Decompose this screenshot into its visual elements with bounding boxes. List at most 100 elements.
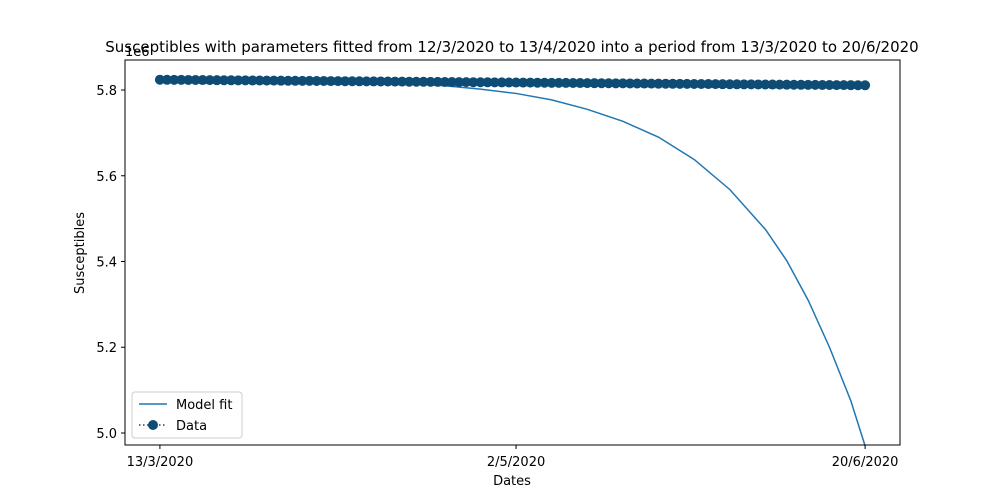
y-tick-label: 5.8 [96, 84, 117, 99]
data-point [454, 77, 465, 88]
data-point [190, 75, 201, 85]
data-point [361, 76, 372, 87]
data-point [803, 79, 814, 90]
data-point [389, 76, 400, 87]
data-point [845, 80, 856, 91]
data-point [582, 78, 593, 89]
y-axis-offset-label: 1e6 [125, 45, 150, 60]
data-point [852, 80, 863, 91]
x-axis-label: Dates [493, 474, 531, 489]
data-point [276, 75, 286, 86]
data-point [532, 77, 543, 88]
data-point [197, 75, 208, 86]
data-point [211, 75, 222, 86]
data-point [368, 76, 379, 87]
data-point [625, 78, 636, 89]
x-tick-label: 2/5/2020 [487, 455, 545, 470]
data-point [703, 79, 714, 90]
data-point [603, 78, 614, 89]
data-point [290, 75, 301, 86]
data-point [489, 77, 500, 88]
data-point [219, 75, 230, 86]
data-point [568, 77, 579, 88]
data-point [717, 79, 728, 90]
data-point [297, 75, 308, 86]
data-point [710, 79, 721, 90]
data-point [439, 76, 450, 87]
data-point [838, 80, 849, 91]
x-tick-label: 20/6/2020 [832, 455, 899, 470]
legend: Model fit Data [131, 391, 243, 439]
data-point [617, 78, 628, 89]
data-point [781, 79, 792, 90]
data-point [682, 78, 693, 89]
data-point [283, 75, 294, 86]
data-point [696, 79, 707, 89]
data-point [325, 76, 336, 87]
data-point [382, 76, 393, 87]
data-point [261, 75, 272, 86]
data-point [753, 79, 764, 90]
data-point [425, 76, 436, 87]
y-tick-label: 5.6 [96, 170, 117, 185]
data-point [154, 74, 165, 85]
data-point [511, 77, 522, 88]
data-point [446, 77, 457, 88]
data-point [482, 77, 493, 88]
plot-area [154, 74, 871, 447]
data-point [503, 77, 514, 88]
data-point [610, 78, 621, 89]
data-point [788, 79, 799, 90]
data-point [632, 78, 643, 89]
data-point [240, 75, 251, 86]
data-point [774, 79, 785, 90]
data-point [475, 77, 486, 88]
data-point [831, 80, 842, 91]
data-point [304, 75, 315, 86]
data-point [824, 80, 835, 91]
data-point [268, 75, 279, 86]
data-point [404, 76, 415, 87]
x-tick-label: 13/3/2020 [127, 455, 194, 470]
data-point [254, 75, 265, 86]
data-point [468, 77, 479, 88]
data-point [575, 78, 586, 89]
data-point [674, 78, 685, 89]
data-point [689, 78, 700, 89]
plot-frame [124, 59, 901, 446]
data-point [589, 78, 600, 89]
data-point [226, 75, 237, 86]
chart-title: Susceptibles with parameters fitted from… [105, 38, 918, 56]
data-point [539, 77, 550, 88]
data-point [739, 79, 749, 90]
data-point [746, 79, 757, 90]
data-point [518, 77, 529, 88]
data-point [596, 78, 607, 89]
data-point [176, 74, 187, 85]
data-point [432, 76, 443, 87]
data-point [731, 79, 742, 90]
data-point [653, 78, 664, 89]
legend-marker-data [148, 420, 158, 430]
data-point [461, 77, 472, 88]
data-point [204, 75, 215, 86]
data-point [354, 76, 365, 87]
data-point [767, 79, 778, 90]
data-point [347, 76, 358, 87]
legend-label-data: Data [176, 419, 207, 434]
data-point [646, 78, 657, 89]
data-point [560, 77, 571, 88]
data-point [311, 75, 322, 86]
data-point [496, 77, 507, 88]
data-point [233, 75, 244, 86]
data-point [810, 79, 821, 90]
data-point [860, 80, 871, 91]
data-point [639, 78, 650, 89]
data-point [546, 77, 557, 88]
data-point [667, 78, 678, 89]
y-tick-label: 5.2 [96, 341, 117, 356]
data-point [169, 74, 180, 85]
data-point [660, 78, 671, 89]
y-axis-label: Susceptibles [73, 212, 88, 294]
